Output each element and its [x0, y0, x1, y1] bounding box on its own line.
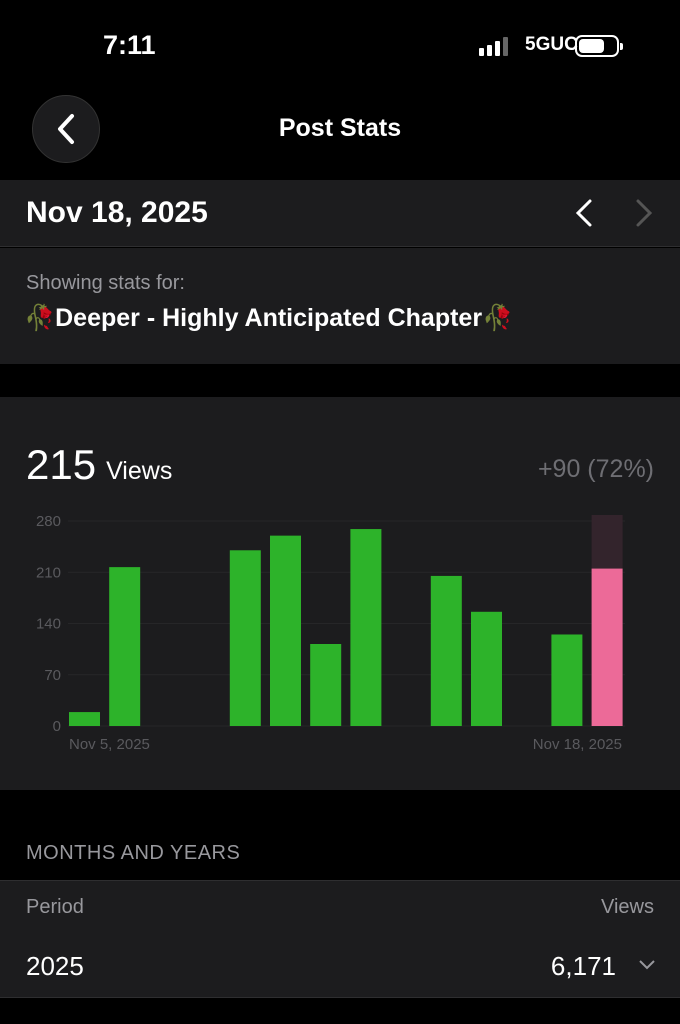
back-button[interactable]: [32, 95, 100, 163]
views-chart-card: 215 Views +90 (72%) 0 70 140 210 280 Nov 5, 20…: [0, 397, 680, 790]
y-tick-label: 210: [36, 564, 61, 581]
page-title: Post Stats: [278, 114, 402, 142]
bar-nov-6[interactable]: [109, 567, 141, 726]
y-tick-label: 70: [44, 667, 61, 684]
bar-nov-5[interactable]: [69, 712, 100, 726]
next-day-button[interactable]: [628, 198, 658, 228]
bar-nov-10[interactable]: [270, 535, 301, 726]
y-tick-label: 140: [36, 616, 61, 633]
period-header: Period: [26, 896, 84, 918]
section-label: MONTHS AND YEARS: [26, 842, 241, 864]
bar-nov-15[interactable]: [471, 611, 502, 726]
y-tick-label: 280: [36, 513, 61, 530]
y-tick-label: 0: [53, 718, 61, 735]
post-title: 🥀Deeper - Highly Anticipated Chapter🥀: [24, 304, 514, 332]
post-info: Showing stats for: 🥀Deeper - Highly Anti…: [0, 248, 680, 364]
months-years-table: Period Views 2025 6,171: [0, 880, 680, 998]
previous-day-button[interactable]: [570, 198, 600, 228]
x-tick-label-end: Nov 18, 2025: [533, 736, 622, 753]
bar-nov-14[interactable]: [430, 575, 462, 726]
views-total: 215 Views: [26, 441, 172, 489]
bar-nov-18[interactable]: [591, 568, 623, 726]
views-delta: +90 (72%): [537, 455, 654, 483]
bar-nov-12[interactable]: [350, 529, 382, 726]
views-bar-chart: 0 70 140 210 280 Nov 5, 2025 Nov 18, 2025: [36, 513, 625, 753]
showing-stats-label: Showing stats for:: [26, 272, 185, 294]
bar-nov-17[interactable]: [551, 634, 583, 726]
battery-icon: [575, 35, 623, 57]
chevron-left-icon: [58, 114, 74, 144]
x-tick-label-start: Nov 5, 2025: [69, 736, 150, 753]
period-cell: 2025: [26, 951, 84, 981]
status-bar: 7:11 5GUC: [0, 0, 680, 90]
network-label: 5GUC: [525, 34, 578, 55]
views-cell: 6,171: [550, 951, 616, 981]
views-count: 215: [26, 441, 97, 488]
bar-nov-9[interactable]: [229, 550, 261, 726]
bar-nov-11[interactable]: [310, 644, 342, 726]
signal-icon: [479, 36, 508, 56]
chevron-down-icon[interactable]: [638, 959, 656, 971]
views-unit: Views: [106, 457, 173, 485]
selected-date: Nov 18, 2025: [26, 196, 208, 229]
clock: 7:11: [103, 30, 156, 60]
views-header: Views: [601, 896, 654, 918]
date-bar: Nov 18, 2025: [0, 180, 680, 247]
